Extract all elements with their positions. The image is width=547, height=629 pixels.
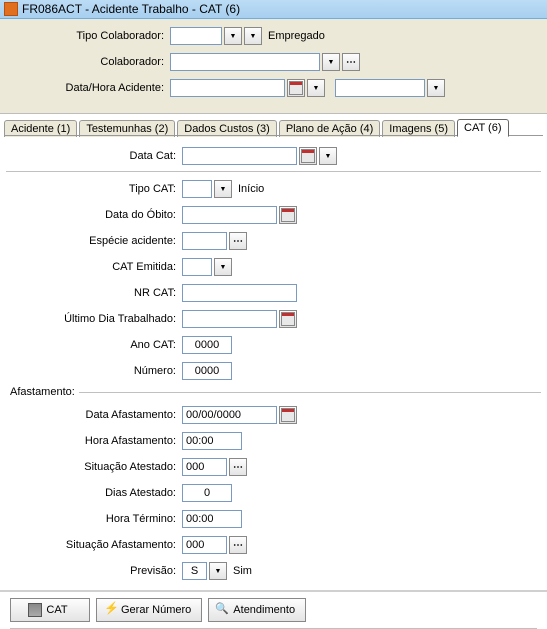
hora-acidente-input[interactable] <box>335 79 425 97</box>
previsao-input[interactable] <box>182 562 207 580</box>
atendimento-button[interactable]: Atendimento <box>208 598 306 622</box>
calendar-icon <box>281 208 295 222</box>
previsao-text: Sim <box>233 565 252 577</box>
data-obito-input[interactable] <box>182 206 277 224</box>
especie-lookup[interactable] <box>229 232 247 250</box>
bolt-icon <box>103 603 117 617</box>
gerar-button-label: Gerar Número <box>121 604 191 616</box>
section-afastamento: Afastamento: <box>10 386 75 398</box>
data-acidente-input[interactable] <box>170 79 285 97</box>
data-afast-calendar[interactable] <box>279 406 297 424</box>
data-cat-calendar[interactable] <box>299 147 317 165</box>
tipo-colaborador-text: Empregado <box>268 30 325 42</box>
sit-atestado-lookup[interactable] <box>229 458 247 476</box>
nr-cat-input[interactable] <box>182 284 297 302</box>
cat-emitida-label: CAT Emitida: <box>6 261 182 273</box>
tipo-cat-input[interactable] <box>182 180 212 198</box>
calendar-icon <box>289 81 303 95</box>
sit-afast-lookup[interactable] <box>229 536 247 554</box>
cat-button[interactable]: CAT <box>10 598 90 622</box>
data-afast-input[interactable] <box>182 406 277 424</box>
tipo-colaborador-dropdown-2[interactable] <box>244 27 262 45</box>
ano-cat-input[interactable] <box>182 336 232 354</box>
search-icon <box>215 603 229 617</box>
data-acidente-calendar[interactable] <box>287 79 305 97</box>
numero-input[interactable] <box>182 362 232 380</box>
data-hora-label: Data/Hora Acidente: <box>4 82 170 94</box>
sit-atestado-label: Situação Atestado: <box>6 461 182 473</box>
data-obito-label: Data do Óbito: <box>6 209 182 221</box>
hora-acidente-dropdown[interactable] <box>427 79 445 97</box>
tipo-cat-label: Tipo CAT: <box>6 183 182 195</box>
calendar-icon <box>281 408 295 422</box>
atendimento-button-label: Atendimento <box>233 604 295 616</box>
app-icon <box>4 2 18 16</box>
tipo-colaborador-dropdown[interactable] <box>224 27 242 45</box>
print-icon <box>28 603 42 617</box>
colaborador-label: Colaborador: <box>4 56 170 68</box>
ultimo-dia-calendar[interactable] <box>279 310 297 328</box>
numero-label: Número: <box>6 365 182 377</box>
previsao-label: Previsão: <box>6 565 182 577</box>
colaborador-lookup[interactable] <box>342 53 360 71</box>
hora-termino-input[interactable] <box>182 510 242 528</box>
section-line <box>79 392 541 393</box>
titlebar: FR086ACT - Acidente Trabalho - CAT (6) <box>0 0 547 19</box>
data-acidente-dropdown[interactable] <box>307 79 325 97</box>
ultimo-dia-label: Último Dia Trabalhado: <box>6 313 182 325</box>
dias-atestado-label: Dias Atestado: <box>6 487 182 499</box>
gerar-numero-button[interactable]: Gerar Número <box>96 598 202 622</box>
header-panel: Tipo Colaborador: Empregado Colaborador:… <box>0 19 547 114</box>
hora-termino-label: Hora Término: <box>6 513 182 525</box>
dias-atestado-input[interactable] <box>182 484 232 502</box>
data-cat-input[interactable] <box>182 147 297 165</box>
data-cat-label: Data Cat: <box>6 150 182 162</box>
nr-cat-label: NR CAT: <box>6 287 182 299</box>
cat-emitida-dropdown[interactable] <box>214 258 232 276</box>
sit-afast-input[interactable] <box>182 536 227 554</box>
ultimo-dia-input[interactable] <box>182 310 277 328</box>
separator-1 <box>6 171 541 172</box>
sit-afast-label: Situação Afastamento: <box>6 539 182 551</box>
hora-afast-input[interactable] <box>182 432 242 450</box>
cat-button-label: CAT <box>46 604 67 616</box>
data-cat-dropdown[interactable] <box>319 147 337 165</box>
calendar-icon <box>301 149 315 163</box>
window-title: FR086ACT - Acidente Trabalho - CAT (6) <box>22 2 240 16</box>
tipo-cat-text: Início <box>238 183 264 195</box>
especie-label: Espécie acidente: <box>6 235 182 247</box>
data-afast-label: Data Afastamento: <box>6 409 182 421</box>
previsao-dropdown[interactable] <box>209 562 227 580</box>
tab-strip: Acidente (1) Testemunhas (2) Dados Custo… <box>0 114 547 136</box>
colaborador-dropdown[interactable] <box>322 53 340 71</box>
hora-afast-label: Hora Afastamento: <box>6 435 182 447</box>
tab-cat[interactable]: CAT (6) <box>457 119 509 137</box>
tipo-cat-dropdown[interactable] <box>214 180 232 198</box>
footer-toolbar: CAT Gerar Número Atendimento <box>0 590 547 628</box>
especie-input[interactable] <box>182 232 227 250</box>
calendar-icon <box>281 312 295 326</box>
tipo-colaborador-input[interactable] <box>170 27 222 45</box>
ano-cat-label: Ano CAT: <box>6 339 182 351</box>
cat-emitida-input[interactable] <box>182 258 212 276</box>
data-obito-calendar[interactable] <box>279 206 297 224</box>
tipo-colaborador-label: Tipo Colaborador: <box>4 30 170 42</box>
colaborador-input[interactable] <box>170 53 320 71</box>
sit-atestado-input[interactable] <box>182 458 227 476</box>
tab-panel-cat: Data Cat: Tipo CAT: Início Data do Óbito… <box>0 137 547 590</box>
